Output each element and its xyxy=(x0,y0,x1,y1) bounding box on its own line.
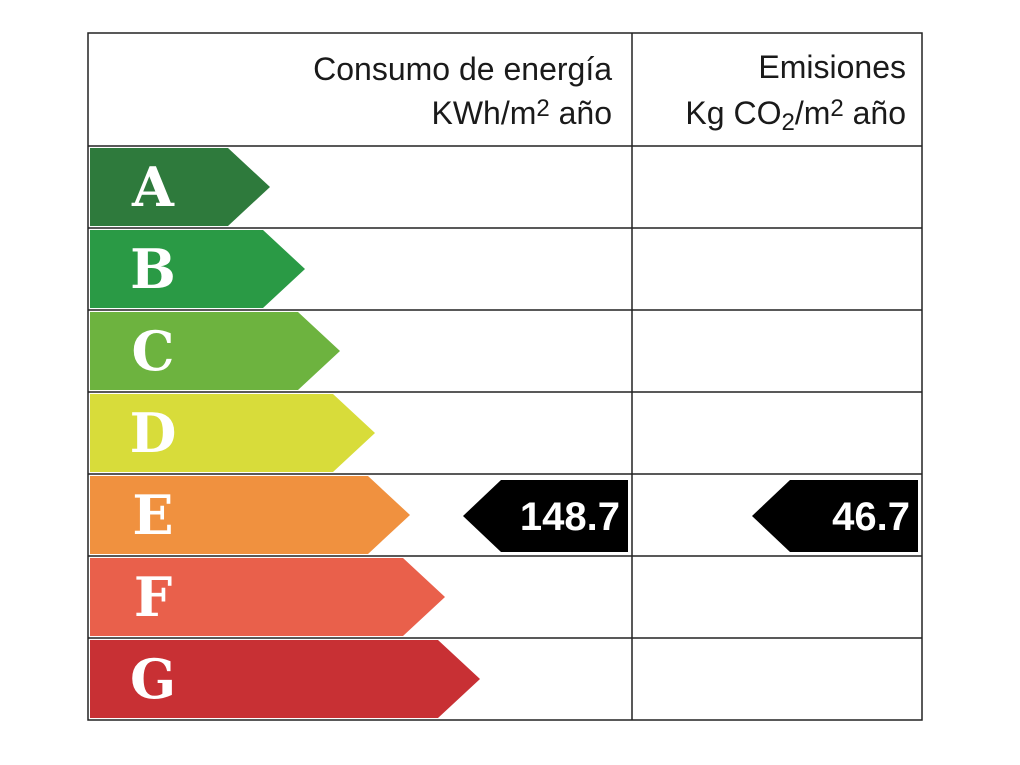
class-arrow xyxy=(90,148,270,226)
unit-part: KWh/m xyxy=(431,95,536,131)
header-title: Emisiones xyxy=(758,49,906,85)
header-title: Consumo de energía xyxy=(313,51,612,87)
unit-part: 2 xyxy=(781,109,794,136)
table-border xyxy=(87,32,923,721)
header-unit: KWh/m2 año xyxy=(431,95,612,131)
rating-value: 148.7 xyxy=(520,495,620,539)
class-letter: C xyxy=(132,319,175,383)
unit-part: año xyxy=(550,95,612,131)
class-letter: A xyxy=(131,155,175,219)
class-arrow xyxy=(90,640,480,718)
unit-part: año xyxy=(844,95,906,131)
class-arrow xyxy=(90,394,375,472)
rating-arrow xyxy=(752,480,918,552)
class-letter: D xyxy=(130,401,177,465)
header-unit: Kg CO2/m2 año xyxy=(685,95,906,136)
class-letter: E xyxy=(132,483,173,547)
rating-arrow xyxy=(463,480,628,552)
unit-part: Kg CO xyxy=(685,95,781,131)
unit-part: 2 xyxy=(830,95,843,122)
rating-value: 46.7 xyxy=(832,495,910,539)
class-letter: F xyxy=(134,565,172,629)
class-letter: G xyxy=(130,647,176,711)
class-arrow xyxy=(90,558,445,636)
unit-part: /m xyxy=(795,95,831,131)
class-arrow xyxy=(90,312,340,390)
class-arrow xyxy=(90,476,410,554)
class-arrow xyxy=(90,230,305,308)
class-letter: B xyxy=(130,237,176,301)
unit-part: 2 xyxy=(536,95,549,122)
